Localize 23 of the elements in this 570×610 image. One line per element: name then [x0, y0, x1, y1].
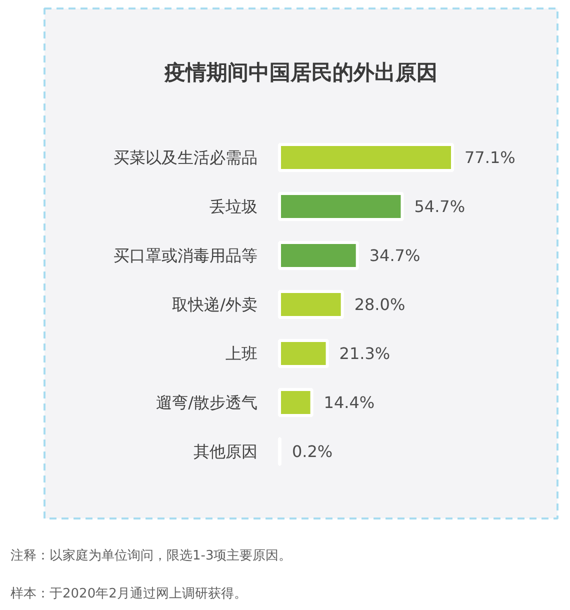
y-tick-label: 遛弯/散步透气 — [156, 393, 258, 412]
text: 注释：以家庭为单位询问，限选1-3项主要原因。 — [10, 548, 292, 564]
bar — [278, 339, 329, 368]
chart-title: 疫情期间中国居民的外出原因 — [164, 60, 438, 84]
text: 样本：于2020年2月通过网上调研获得。 — [10, 586, 247, 602]
y-tick-label: 上班 — [226, 344, 258, 363]
bar — [278, 241, 359, 270]
data-label: 14.4% — [324, 393, 375, 412]
y-tick-label: 丢垃圾 — [210, 197, 258, 216]
data-label: 34.7% — [369, 246, 420, 265]
data-label: 21.3% — [339, 344, 390, 363]
bar — [278, 388, 314, 417]
data-label: 77.1% — [464, 148, 516, 167]
bar — [278, 290, 344, 319]
y-tick-label: 其他原因 — [194, 442, 258, 461]
y-tick-label: 买菜以及生活必需品 — [114, 148, 258, 167]
y-tick-label: 买口罩或消毒用品等 — [114, 246, 258, 265]
bar — [278, 143, 454, 172]
data-label: 0.2% — [292, 442, 333, 461]
data-label: 54.7% — [414, 197, 466, 216]
y-tick-label: 取快递/外卖 — [172, 295, 258, 314]
data-label: 28.0% — [354, 295, 406, 314]
bar — [278, 192, 404, 221]
